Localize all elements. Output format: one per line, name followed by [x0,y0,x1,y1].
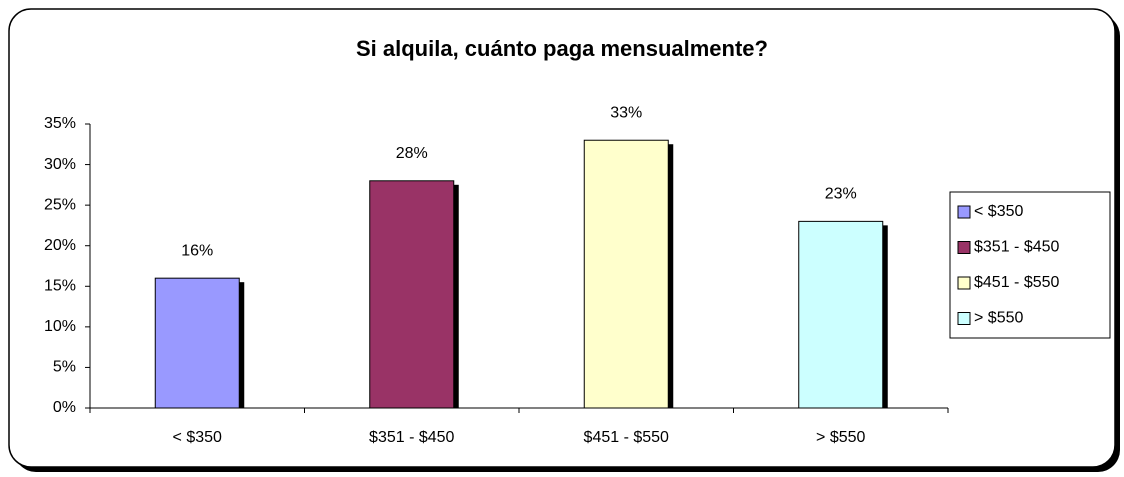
value-label: 33% [610,104,642,121]
legend-swatch [957,205,971,219]
legend-swatch [957,312,971,325]
legend-label: $451 - $550 [974,274,1060,291]
legend-swatch [957,241,971,254]
value-label: 23% [825,186,857,203]
y-tick-label: 20% [44,237,76,254]
y-tick-label: 0% [53,399,76,416]
legend-label: > $550 [974,310,1023,327]
x-tick-label: $351 - $450 [369,429,455,446]
y-tick-label: 10% [44,318,76,335]
y-tick-label: 30% [44,156,76,173]
legend-label: $351 - $450 [974,239,1060,256]
value-label: 28% [396,145,428,162]
bar [583,139,669,409]
bar [154,277,240,409]
y-tick-label: 5% [53,359,76,376]
y-tick-label: 15% [44,278,76,295]
y-tick-label: 35% [44,115,76,132]
x-tick-label: $451 - $550 [584,429,670,446]
bar [798,220,884,409]
x-tick-label: < $350 [173,429,222,446]
legend-swatch [957,276,971,290]
x-tick-label: > $550 [816,429,865,446]
value-label: 16% [181,242,213,259]
bar [369,180,455,409]
chart-title: Si alquila, cuánto paga mensualmente? [356,36,768,61]
legend-label: < $350 [974,203,1023,220]
y-tick-label: 25% [44,196,76,213]
legend [949,191,1111,339]
